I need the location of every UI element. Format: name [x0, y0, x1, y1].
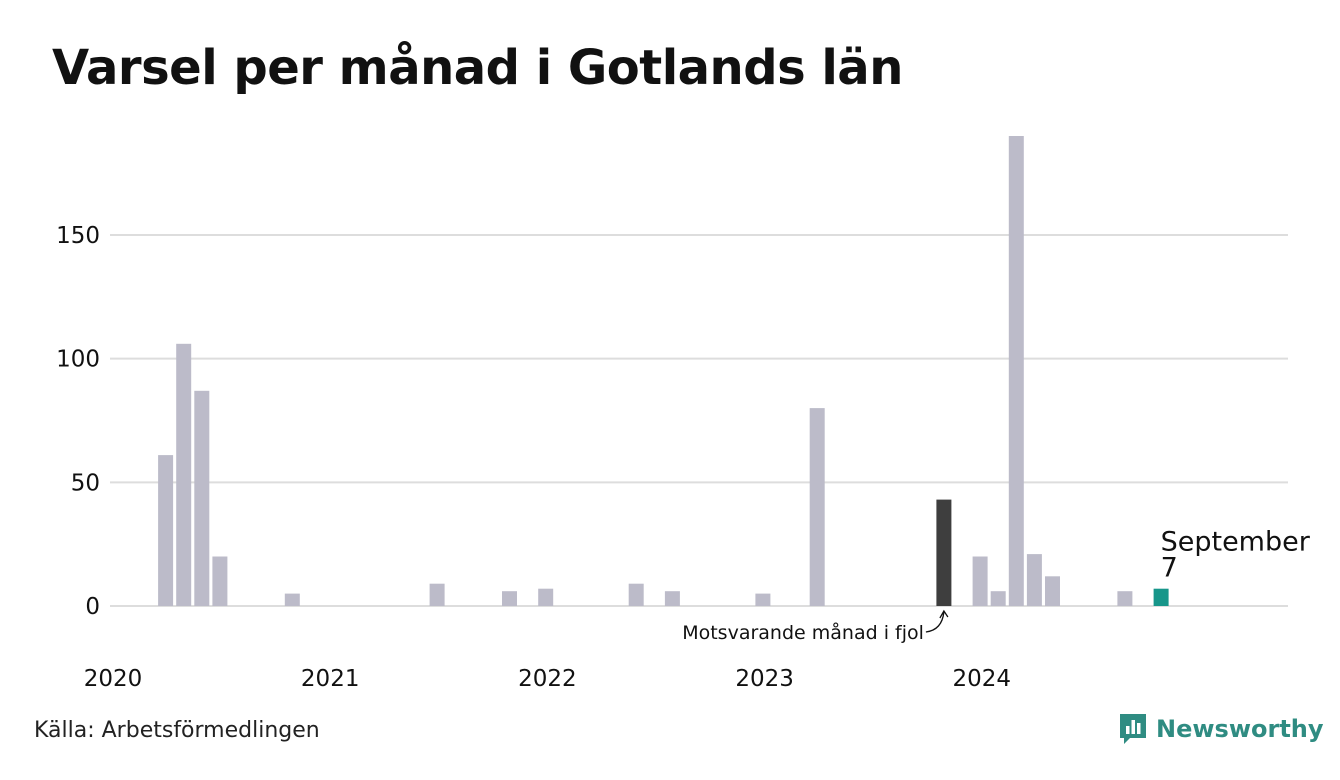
bar-2020-09 [284, 593, 300, 606]
bar-2024-02 [1026, 554, 1042, 606]
x-tick-label-2022: 2022 [518, 666, 577, 692]
chart-title: Varsel per månad i Gotlands län [52, 40, 903, 96]
source-note: Källa: Arbetsförmedlingen [34, 718, 320, 743]
y-tick-label: 0 [85, 594, 100, 620]
annotations: September 7 Motsvarande månad i fjol [682, 527, 1311, 644]
y-tick-label: 150 [56, 223, 100, 249]
bar-2023-09 [936, 499, 952, 606]
previous-year-annotation: Motsvarande månad i fjol [682, 621, 924, 644]
bar-2024-03 [1045, 576, 1060, 606]
brand-logo: Newsworthy [1118, 712, 1324, 746]
bar-2022-11 [755, 593, 771, 606]
x-tick-label-2023: 2023 [735, 666, 794, 692]
bar-2022-06 [664, 591, 680, 606]
current-value-label: 7 [1161, 553, 1178, 584]
current-month-label: September [1161, 527, 1311, 558]
bar-2023-11 [972, 556, 988, 606]
brand-name: Newsworthy [1156, 715, 1324, 743]
bar-2022-04 [628, 583, 644, 606]
bar-2024-01 [1008, 136, 1024, 606]
bar-2023-02 [809, 408, 825, 606]
bar-2020-02 [158, 455, 174, 606]
bar-2021-09 [502, 591, 517, 606]
bar-2020-05 [212, 556, 228, 606]
newsworthy-logo-icon [1120, 714, 1146, 744]
y-tick-label: 50 [71, 470, 100, 496]
y-tick-label: 100 [56, 347, 100, 373]
grid-lines [110, 233, 1288, 607]
x-tick-label-2024: 2024 [953, 666, 1012, 692]
bar-2020-04 [194, 390, 210, 606]
bar-2024-09 [1153, 588, 1169, 606]
x-tick-label-2021: 2021 [301, 666, 360, 692]
x-axis: 2020 2021 2022 2023 2024 [84, 666, 1011, 692]
x-tick-label-2020: 2020 [84, 666, 143, 692]
bar-2021-11 [538, 588, 554, 606]
bar-2020-03 [176, 343, 192, 606]
bar-2023-12 [990, 591, 1006, 606]
previous-year-arrow-icon [925, 609, 949, 633]
bar-2024-07 [1117, 591, 1133, 606]
y-axis: 0 50 100 150 [56, 223, 100, 620]
bar-2021-05 [429, 583, 445, 606]
bars [158, 136, 1169, 606]
